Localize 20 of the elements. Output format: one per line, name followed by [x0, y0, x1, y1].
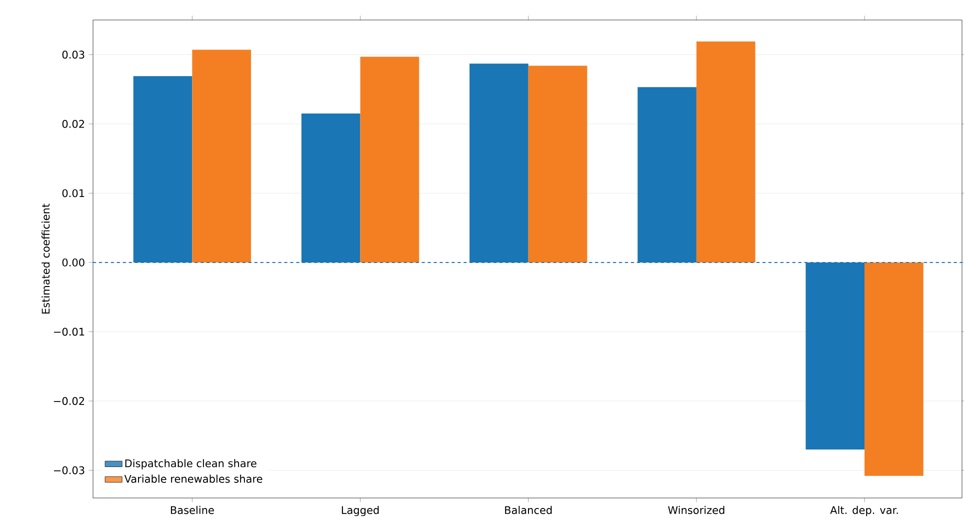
bar — [192, 50, 252, 262]
x-tick-label: Alt. dep. var. — [830, 506, 898, 516]
bar — [360, 56, 420, 262]
x-tick-label: Winsorized — [668, 506, 724, 514]
y-tick-label: 0.00 — [62, 258, 84, 266]
y-tick-label: 0.03 — [62, 50, 84, 59]
y-tick-label: 0.01 — [62, 189, 84, 198]
y-tick-label: −0.03 — [54, 466, 84, 474]
y-axis-title: Estimated coefficient — [42, 204, 50, 314]
y-tick-label: −0.01 — [54, 328, 84, 336]
x-tick-label: Lagged — [342, 506, 379, 516]
bar — [864, 262, 924, 476]
bar — [528, 66, 588, 262]
y-tick-label: 0.02 — [62, 120, 84, 128]
y-tick-label: −0.02 — [54, 397, 84, 405]
x-tick-label: Balanced — [505, 506, 552, 514]
legend-label: Variable renewables share — [124, 474, 262, 483]
bar — [696, 41, 756, 262]
x-tick-label: Baseline — [170, 506, 214, 514]
legend-label: Dispatchable clean share — [125, 459, 256, 470]
